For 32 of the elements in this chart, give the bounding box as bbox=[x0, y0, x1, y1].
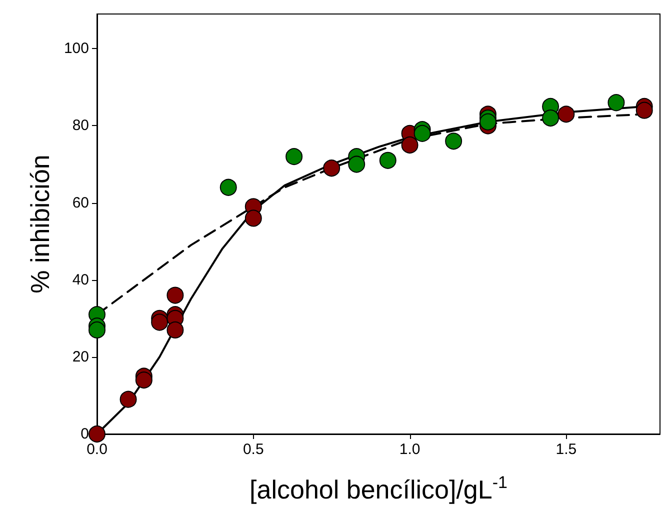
point bbox=[135, 372, 152, 389]
y-tick-label: 40 bbox=[72, 271, 89, 288]
point bbox=[88, 426, 106, 442]
y-tick-label: 20 bbox=[72, 348, 89, 366]
point bbox=[479, 113, 496, 130]
y-tick-label: 80 bbox=[72, 117, 89, 134]
point bbox=[542, 110, 560, 127]
point bbox=[166, 286, 184, 304]
point bbox=[558, 106, 575, 123]
y-tick-label: 0 bbox=[80, 426, 89, 442]
point bbox=[286, 148, 303, 166]
x-tick-label: 0.5 bbox=[242, 441, 264, 458]
point bbox=[379, 152, 396, 169]
point bbox=[220, 178, 237, 196]
x-tick-label: 1.0 bbox=[399, 441, 420, 458]
point bbox=[348, 156, 366, 173]
x-tick-label: 1.5 bbox=[556, 441, 577, 458]
y-tick-label: 60 bbox=[72, 194, 89, 212]
x-tick-label: 0.0 bbox=[86, 441, 108, 458]
point bbox=[414, 124, 431, 142]
point bbox=[401, 136, 418, 154]
point bbox=[636, 102, 653, 119]
point bbox=[88, 321, 106, 338]
point bbox=[244, 210, 262, 227]
point bbox=[166, 321, 184, 338]
y-axis-title: % inhibición bbox=[25, 154, 55, 294]
point bbox=[608, 94, 625, 112]
point bbox=[151, 314, 168, 331]
y-tick-label: 100 bbox=[64, 40, 89, 58]
point bbox=[445, 132, 462, 150]
point bbox=[120, 390, 137, 408]
point bbox=[323, 160, 340, 177]
